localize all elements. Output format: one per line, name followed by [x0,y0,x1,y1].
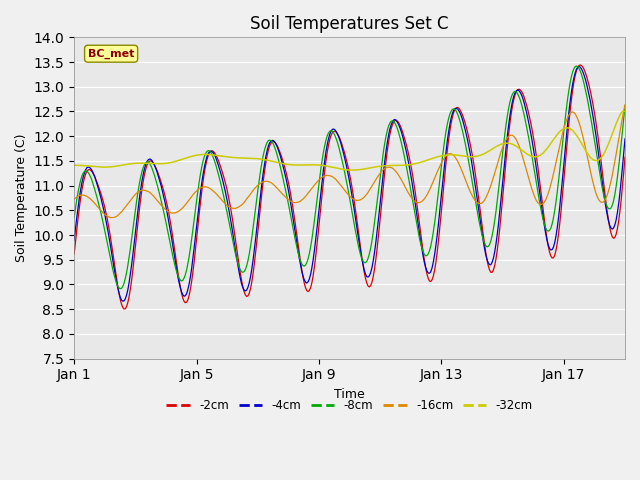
-4cm [391,117,399,122]
-2cm [496,226,504,231]
-2cm [70,251,78,257]
-16cm [621,102,629,108]
-2cm [391,118,399,123]
-2cm [508,110,515,116]
-8cm [508,95,515,100]
-4cm [70,237,78,243]
-8cm [621,103,629,108]
Line: -2cm: -2cm [74,65,625,309]
X-axis label: Time: Time [334,388,365,401]
-16cm [114,213,122,218]
-32cm [496,142,504,148]
-4cm [496,209,504,215]
-8cm [391,120,399,126]
Y-axis label: Soil Temperature (C): Soil Temperature (C) [15,134,28,262]
-2cm [113,274,120,279]
-16cm [496,153,504,159]
Line: -32cm: -32cm [74,111,625,170]
-8cm [70,215,78,220]
-4cm [578,66,586,72]
-16cm [454,158,461,164]
Line: -16cm: -16cm [74,105,625,218]
-2cm [454,105,461,110]
-32cm [348,167,355,173]
-4cm [508,105,515,110]
-16cm [577,123,584,129]
Line: -4cm: -4cm [74,66,625,301]
-8cm [113,280,120,286]
-32cm [619,108,627,114]
-8cm [496,176,504,182]
-32cm [508,141,515,147]
-16cm [391,168,399,173]
-2cm [578,63,586,69]
-4cm [454,106,461,112]
-8cm [454,111,461,117]
-16cm [108,215,115,221]
-8cm [573,63,580,69]
-4cm [575,63,583,69]
-8cm [578,72,586,77]
-32cm [454,152,461,158]
Line: -8cm: -8cm [74,66,625,288]
-32cm [577,138,584,144]
-2cm [120,306,128,312]
-4cm [113,278,120,284]
-32cm [391,163,399,168]
Legend: -2cm, -4cm, -8cm, -16cm, -32cm: -2cm, -4cm, -8cm, -16cm, -32cm [161,395,538,417]
-16cm [508,132,515,138]
-4cm [119,298,127,304]
-8cm [116,286,124,291]
Text: BC_met: BC_met [88,48,134,59]
-32cm [113,163,120,169]
-32cm [70,162,78,168]
-4cm [621,136,629,142]
-2cm [621,154,629,160]
-32cm [621,108,629,114]
-16cm [70,196,78,202]
-2cm [577,62,584,68]
Title: Soil Temperatures Set C: Soil Temperatures Set C [250,15,449,33]
